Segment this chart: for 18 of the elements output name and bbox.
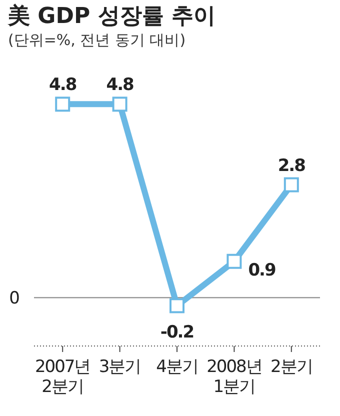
point — [55, 96, 70, 112]
x-tick-label: 2분기 — [270, 357, 312, 377]
point — [170, 298, 184, 314]
chart-subtitle: (단위=%, 전년 동기 대비) — [8, 30, 187, 50]
point — [284, 177, 299, 192]
chart-title: 美 GDP 성장률 추이 — [8, 4, 216, 30]
ref-line-label: 0 — [9, 288, 20, 309]
data-label: 0.9 — [248, 260, 276, 280]
data-label: 4.8 — [106, 75, 134, 96]
x-tick-label: 3분기 — [98, 357, 141, 377]
point — [226, 254, 242, 269]
x-tick-label: 2008년 1분기 — [206, 357, 262, 397]
point — [112, 96, 128, 112]
data-label: -0.2 — [160, 322, 194, 343]
data-label: 2.8 — [278, 156, 306, 176]
x-tick-label: 2007년 2분기 — [34, 357, 90, 397]
data-label: 4.8 — [49, 75, 76, 96]
x-tick-label: 4분기 — [156, 357, 198, 377]
